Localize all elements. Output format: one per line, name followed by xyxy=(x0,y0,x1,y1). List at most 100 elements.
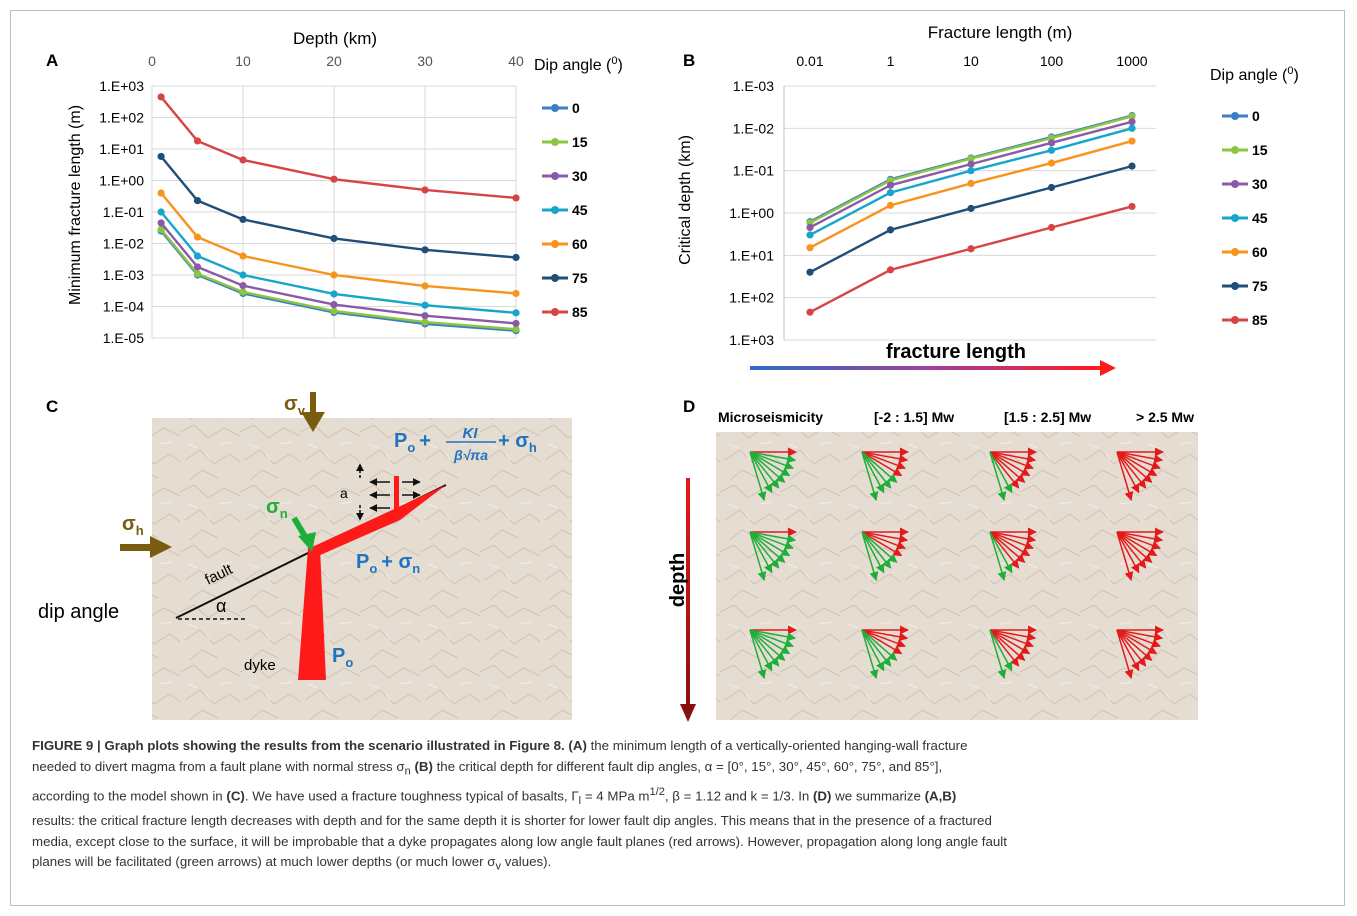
a-data-point xyxy=(512,253,520,262)
a-data-point xyxy=(193,197,202,205)
red-arrow xyxy=(861,629,903,655)
b-data-point xyxy=(806,268,814,276)
red-arrow xyxy=(989,629,1026,661)
red-arrow xyxy=(1116,451,1153,483)
b-legend-entry: 75 xyxy=(1252,278,1268,294)
green-arrow xyxy=(749,451,767,501)
green-arrow xyxy=(749,451,773,494)
red-arrow xyxy=(989,451,1037,464)
po-label: Po xyxy=(332,645,353,670)
a-data-point xyxy=(157,219,165,227)
b-legend-marker xyxy=(1231,282,1239,290)
red-arrow xyxy=(1116,629,1161,648)
green-arrow xyxy=(749,629,791,655)
b-data-point xyxy=(1047,139,1056,147)
b-legend-marker xyxy=(1231,146,1239,154)
b-ytick-label: 1.E-02 xyxy=(733,120,774,136)
green-arrow xyxy=(861,531,879,581)
red-arrow xyxy=(989,531,1031,557)
a-data-point xyxy=(330,271,338,279)
a-data-point xyxy=(421,282,429,290)
red-arrow xyxy=(989,451,1020,489)
green-arrow xyxy=(861,629,898,661)
red-arrow xyxy=(1116,451,1161,470)
red-arrow xyxy=(1116,451,1140,494)
vertical-fracture xyxy=(394,476,399,510)
green-arrow xyxy=(749,531,786,563)
green-arrow xyxy=(861,531,892,569)
a-legend-entry: 85 xyxy=(572,304,588,320)
b-ytick-label: 1.E+02 xyxy=(729,290,774,306)
rock-background-d xyxy=(716,432,1198,720)
b-legend-entry: 45 xyxy=(1252,210,1268,226)
b-xtick-label: 1000 xyxy=(1116,53,1147,69)
caption-title: FIGURE 9 | Graph plots showing the resul… xyxy=(32,738,587,753)
red-arrow xyxy=(1116,451,1147,489)
panel-a-letter: A xyxy=(46,51,58,70)
red-arrow xyxy=(1116,629,1158,655)
b-ytick-label: 1.E-01 xyxy=(733,163,774,179)
green-arrow xyxy=(749,629,786,661)
green-arrow xyxy=(861,531,885,574)
sigma-v-label: σv xyxy=(284,393,306,418)
a-ytick-label: 1.E-05 xyxy=(103,330,144,346)
a-data-point xyxy=(512,194,520,202)
green-arrow xyxy=(749,629,767,679)
panel-c-letter: C xyxy=(46,397,58,416)
a-ytick-label: 1.E+01 xyxy=(99,141,144,157)
arrow-fans xyxy=(749,447,1164,679)
fracture-length-arrow xyxy=(750,366,1104,370)
green-arrow xyxy=(749,451,786,483)
b-data-point xyxy=(1128,118,1136,126)
green-arrow xyxy=(989,451,1013,494)
green-arrow xyxy=(749,451,797,464)
a-xtick-label: 10 xyxy=(235,53,251,69)
red-arrow xyxy=(861,531,909,544)
b-ytick-label: 1.E+01 xyxy=(729,247,774,263)
b-legend-marker xyxy=(1231,214,1239,222)
green-arrow xyxy=(861,531,898,563)
dyke-shape xyxy=(298,548,326,680)
fracture-length-label: fracture length xyxy=(886,341,1026,363)
green-arrow xyxy=(861,451,885,494)
red-arrow xyxy=(1116,531,1147,569)
b-legend-entry: 0 xyxy=(1252,108,1260,124)
a-data-point xyxy=(512,319,520,328)
green-arrow xyxy=(749,629,794,648)
red-arrow xyxy=(861,531,903,557)
a-ytick-label: 1.E-03 xyxy=(103,267,144,283)
b-legend-entry: 60 xyxy=(1252,244,1268,260)
b-legend-marker xyxy=(1231,112,1239,120)
a-data-point xyxy=(512,289,520,298)
sigma-h-arrow xyxy=(120,536,172,558)
b-data-point xyxy=(1047,159,1056,167)
panel-d: D fracture length Microseismicity [-2 : … xyxy=(667,341,1198,722)
green-arrow xyxy=(749,531,794,550)
a-data-point xyxy=(157,93,165,101)
a-legend-entry: 0 xyxy=(572,100,580,116)
green-arrow xyxy=(749,531,767,581)
col-label-1: [-2 : 1.5] Mw xyxy=(874,409,954,425)
b-data-point xyxy=(1128,162,1136,170)
green-arrow xyxy=(861,629,879,679)
svg-text:+ σh: + σh xyxy=(498,430,537,455)
b-data-point xyxy=(1128,124,1136,132)
a-data-point xyxy=(421,301,429,309)
red-arrow xyxy=(989,451,1034,470)
a-data-point xyxy=(421,186,429,194)
red-arrow xyxy=(1116,531,1153,563)
red-arrow xyxy=(861,629,906,648)
b-ytick-label: 1.E+00 xyxy=(729,205,774,221)
a-data-point xyxy=(421,312,429,320)
green-arrow xyxy=(989,629,1007,679)
b-legend-entry: 85 xyxy=(1252,312,1268,328)
b-data-point xyxy=(967,155,975,163)
sigma-n-arrow xyxy=(291,516,316,552)
fracture-pressure-equation: Po + KI β√πa + σh xyxy=(394,425,537,463)
panel-b-letter: B xyxy=(683,51,695,70)
b-data-point xyxy=(806,223,814,232)
green-arrow xyxy=(749,451,791,477)
b-data-point xyxy=(806,308,814,316)
a-legend-marker xyxy=(551,308,559,316)
b-legend-entry: 30 xyxy=(1252,176,1268,192)
